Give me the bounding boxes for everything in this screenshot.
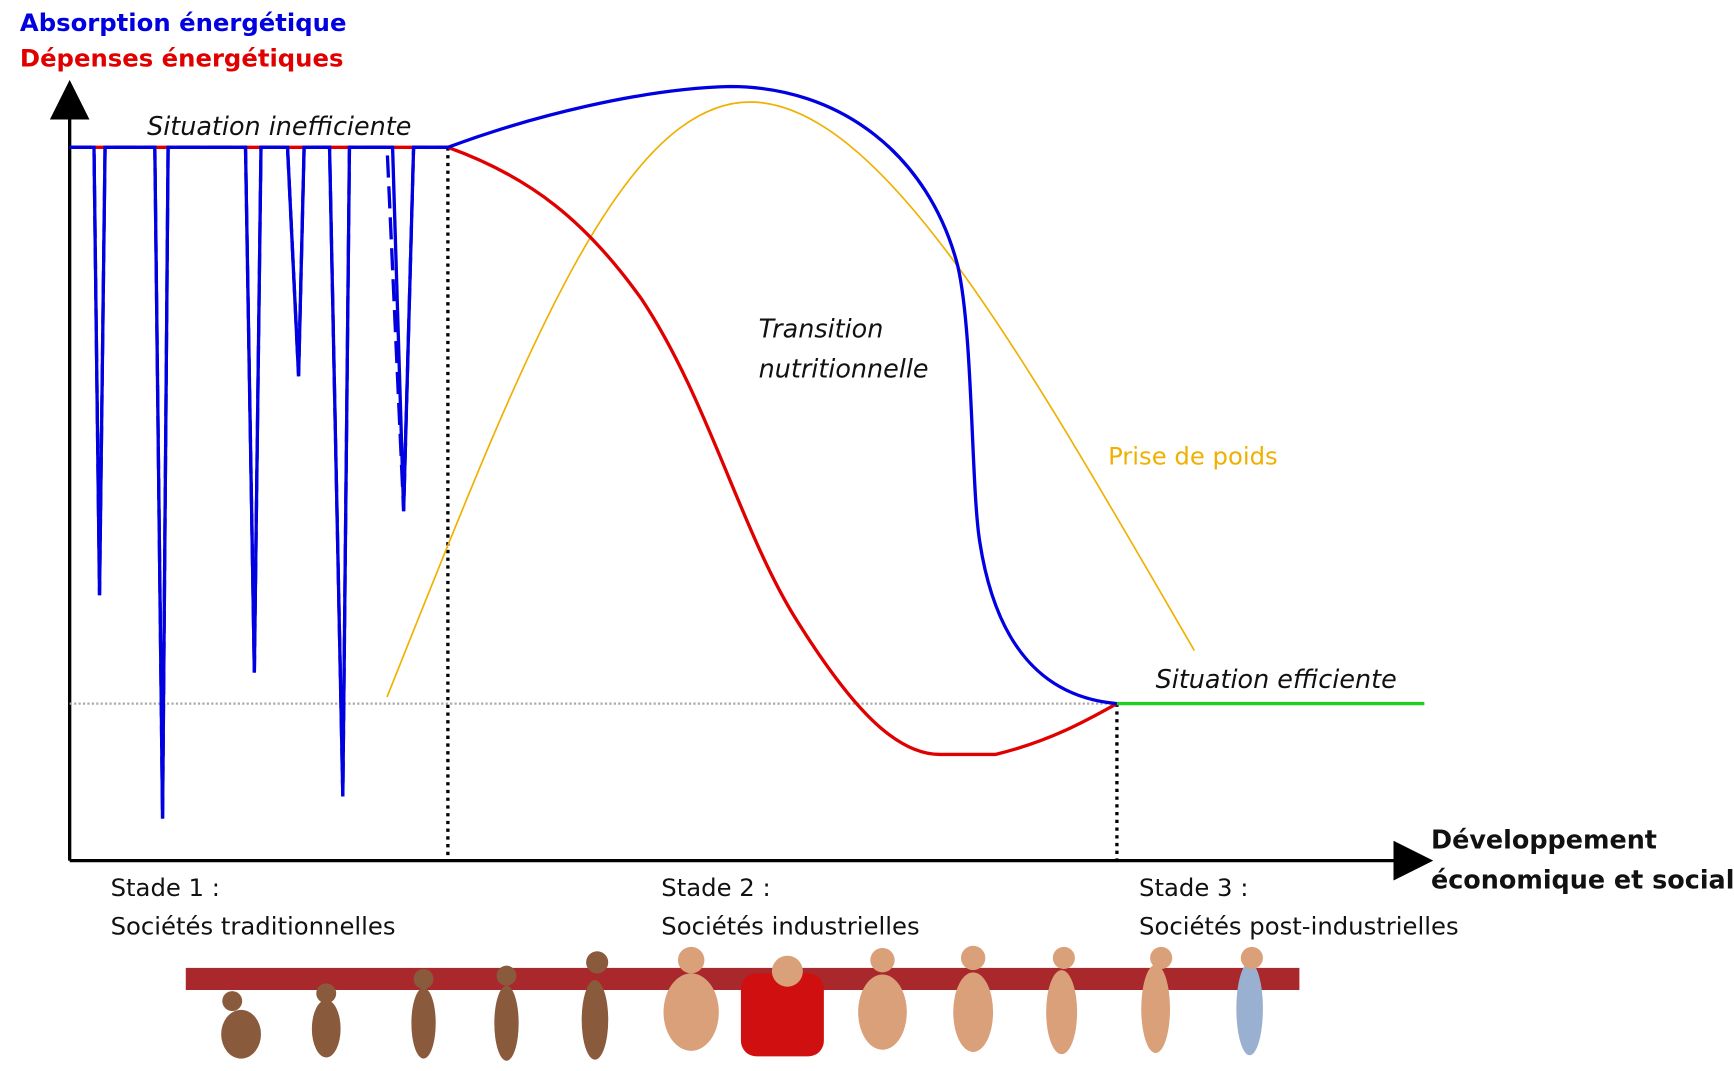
stage-name: Sociétés industrielles xyxy=(661,912,919,941)
weight-gain-curve xyxy=(386,101,1196,698)
stage-name: Sociétés traditionnelles xyxy=(111,912,396,941)
stage-number: Stade 2 : xyxy=(661,873,770,902)
annotation: nutritionnelle xyxy=(759,353,929,383)
legend-intake: Absorption énergétique xyxy=(20,8,347,37)
expenditure-curve xyxy=(447,145,1118,757)
annotation: Situation inefficiente xyxy=(147,111,411,141)
stage-name: Sociétés post-industrielles xyxy=(1139,912,1459,941)
x-axis-label: Développement xyxy=(1431,824,1657,854)
stage-number: Stade 1 : xyxy=(111,873,220,902)
evolution-bar xyxy=(185,967,1300,991)
intake-curve xyxy=(447,84,1118,706)
annotation: Transition xyxy=(759,314,884,344)
legend-expenditure: Dépenses énergétiques xyxy=(20,44,344,73)
evolution-figures xyxy=(221,945,1263,1061)
stage-number: Stade 3 : xyxy=(1139,873,1248,902)
annotation: Situation efficiente xyxy=(1156,664,1397,694)
intake-curve xyxy=(69,145,448,819)
x-axis-label: économique et social xyxy=(1431,864,1734,894)
annotation: Prise de poids xyxy=(1108,442,1278,471)
